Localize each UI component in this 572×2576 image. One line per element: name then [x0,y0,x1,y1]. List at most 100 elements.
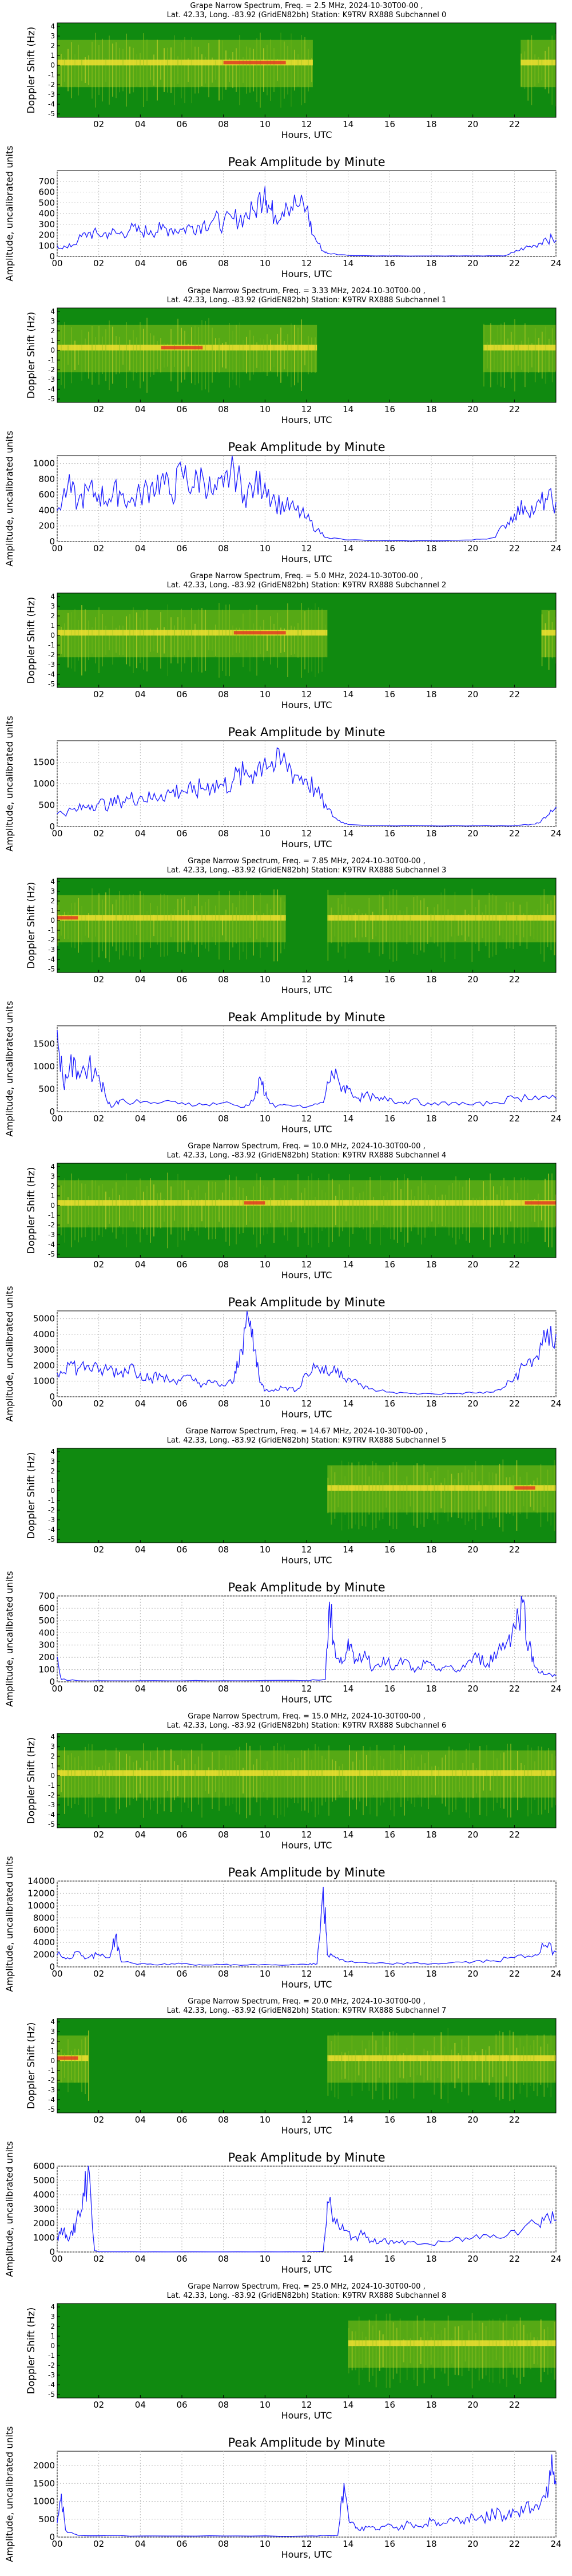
spectrum-streak [143,893,144,958]
amplitude-xtick-label: 22 [509,2539,520,2549]
spectrum-streak [225,50,227,90]
spectrum-streak [208,630,209,650]
spectrum-streak [291,1762,292,1799]
amplitude-point [329,1601,330,1603]
spectrum-streak [109,320,110,390]
amplitude-point [129,798,130,800]
amplitude-series-line [57,747,557,827]
spectrum-streak [119,337,120,374]
amplitude-point [431,2244,432,2246]
spectrum-streak [372,2325,374,2376]
spectrum-streak [352,1761,353,1800]
spectrum-streak [447,2028,449,2104]
amplitude-point [223,1385,224,1386]
spectrum-xtick-label: 08 [218,404,229,414]
amplitude-point [462,2520,463,2522]
amplitude-ytick-label: 100 [38,1665,55,1675]
spectrum-ytick-label: 3 [50,1172,55,1180]
spectrum-streak [61,626,62,654]
amplitude-point [323,1102,324,1103]
spectrum-xtick-label: 18 [426,119,436,129]
spectrum-streak [485,2326,487,2376]
spectrum-streak [507,338,509,372]
spectrum-streak [143,611,144,670]
spectrum-streak [78,1178,79,1243]
spectrum-xtick-label: 04 [135,1259,146,1270]
spectrum-streak [85,1183,86,1238]
spectrum-streak [212,57,213,83]
amplitude-ytick-label: 5000 [33,2175,55,2186]
spectrum-streak [459,1181,460,1240]
spectrum-streak [403,2339,404,2362]
spectrum-xtick-label: 02 [93,2400,104,2410]
spectrum-streak [284,1185,285,1236]
spectrum-xtick-label: 08 [218,974,229,985]
spectrum-ytick-label: -3 [48,946,55,954]
spectrum-streak [280,32,281,108]
spectrum-streak [194,1190,196,1231]
spectrum-ytick-label: -3 [48,1801,55,1809]
spectrum-streak [538,1194,539,1227]
spectrum-streak [253,895,254,956]
amplitude-point [324,1678,326,1680]
spectrum-streak [225,342,227,369]
spectrum-streak [102,899,103,951]
spectrum-streak [362,1465,363,1526]
spectrum-streak [112,904,113,947]
spectrum-streak [538,1746,539,1815]
amplitude-xtick-label: 12 [301,1684,312,1694]
amplitude-xtick-label: 14 [343,828,353,839]
amplitude-xtick-label: 08 [218,258,229,268]
amplitude-point [202,224,204,225]
spectrum-streak [466,1180,467,1241]
spectrum-streak [551,35,553,105]
spectrum-streak [308,1748,309,1813]
amplitude-point [545,2497,546,2499]
spectrum-streak [524,1177,525,1244]
spectrum-streak [502,1459,504,1532]
amplitude-point [275,1388,276,1390]
spectrum-streak [472,1763,474,1799]
spectrum-streak [538,57,539,84]
amplitude-point [555,1334,557,1335]
amplitude-point [379,2529,380,2531]
amplitude-xlabel: Hours, UTC [281,1124,332,1135]
spectrum-streak [57,904,58,946]
spectrum-ytick-label: 0 [50,1487,55,1495]
spectrum-streak [434,2322,435,2379]
spectrum-streak [430,2337,432,2365]
spectrum-streak [337,2032,339,2099]
spectrum-streak [153,629,154,651]
channel-block-2: Grape Narrow Spectrum, Freq. = 5.0 MHz, … [4,572,562,852]
amplitude-title: Peak Amplitude by Minute [228,1295,386,1309]
spectrum-streak [464,910,466,941]
amplitude-ytick-label: 2000 [33,2460,55,2471]
spectrum-ytick-label: -4 [48,100,55,108]
spectrum-streak [198,327,199,384]
spectrum-streak [550,1465,552,1526]
spectrum-streak [74,609,76,672]
amplitude-xtick-label: 06 [176,1969,187,1979]
amplitude-point [233,779,235,780]
spectrum-streak [222,609,223,671]
spectrum-streak [339,1184,340,1237]
spectrum-streak [102,1765,103,1796]
spectrum-carrier-line [57,1200,556,1206]
spectrum-streak [184,37,185,104]
spectrum-streak [430,2050,432,2081]
amplitude-point [264,482,266,484]
spectrum-streak [358,2056,360,2076]
spectrum-streak [267,334,268,376]
spectrum-streak [493,340,495,370]
spectrum-xtick-label: 10 [260,119,271,129]
spectrum-streak [67,613,69,668]
amplitude-point [77,502,79,503]
spectrum-streak [243,899,244,952]
amplitude-point [160,479,162,480]
spectrum-ytick-label: 1 [50,52,55,60]
spectrum-xtick-label: 06 [176,1544,187,1555]
spectrum-title: Grape Narrow Spectrum, Freq. = 2.5 MHz, … [190,2,423,10]
